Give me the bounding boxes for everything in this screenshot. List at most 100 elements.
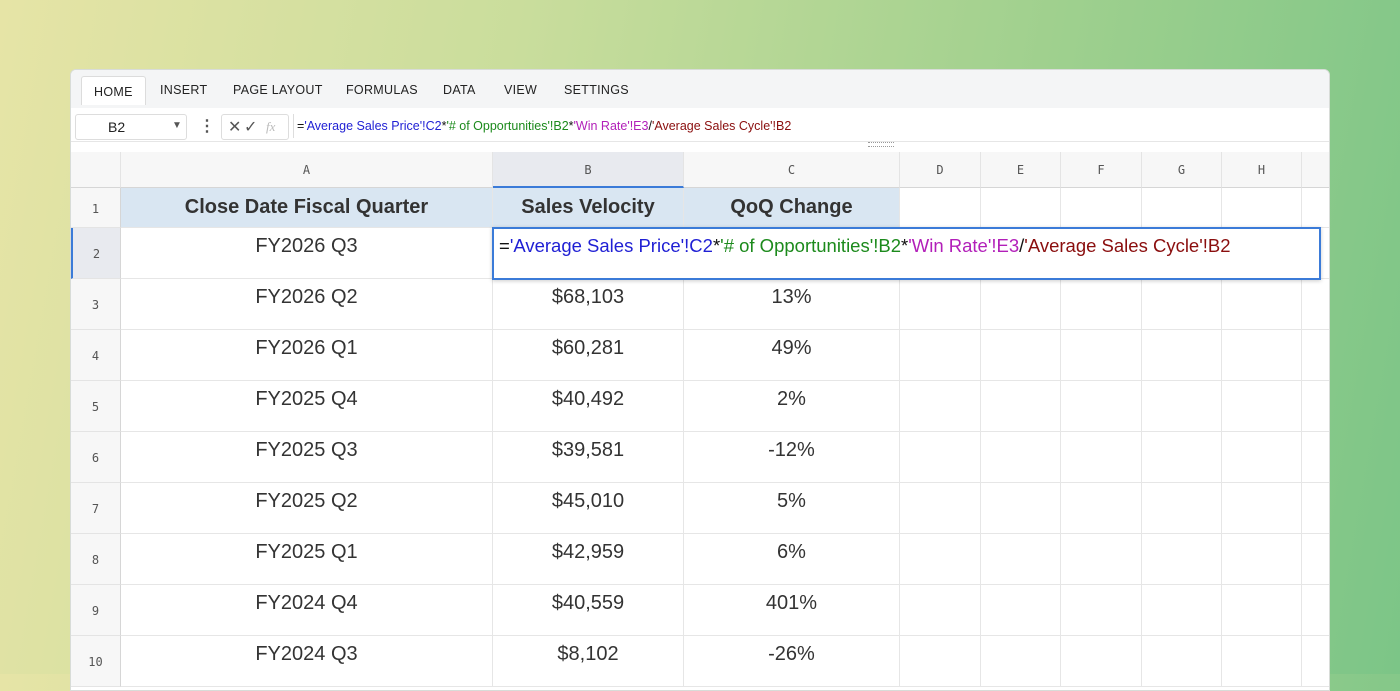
confirm-button[interactable]: ✓ bbox=[244, 119, 258, 136]
cell[interactable] bbox=[1142, 636, 1222, 687]
cell[interactable]: FY2025 Q4 bbox=[121, 381, 493, 432]
column-header[interactable]: A bbox=[121, 152, 493, 188]
cell[interactable]: $40,492 bbox=[493, 381, 684, 432]
cell[interactable] bbox=[981, 188, 1061, 228]
cell[interactable] bbox=[1222, 330, 1302, 381]
cell[interactable] bbox=[1142, 483, 1222, 534]
column-header[interactable]: D bbox=[900, 152, 981, 188]
more-menu[interactable]: ⋮ bbox=[199, 118, 215, 135]
cell[interactable] bbox=[981, 381, 1061, 432]
cell[interactable] bbox=[1222, 188, 1302, 228]
column-header[interactable]: H bbox=[1222, 152, 1302, 188]
ribbon-tab[interactable]: DATA bbox=[443, 83, 476, 97]
cell[interactable] bbox=[1302, 381, 1329, 432]
cell[interactable] bbox=[981, 279, 1061, 330]
cell[interactable] bbox=[1302, 330, 1329, 381]
cell[interactable] bbox=[1302, 585, 1329, 636]
row-header[interactable]: 9 bbox=[71, 585, 121, 636]
cell[interactable] bbox=[1142, 432, 1222, 483]
cell[interactable] bbox=[1302, 534, 1329, 585]
ribbon-tab[interactable]: FORMULAS bbox=[346, 83, 418, 97]
cell[interactable] bbox=[1222, 483, 1302, 534]
cell[interactable] bbox=[900, 432, 981, 483]
cell[interactable] bbox=[1222, 381, 1302, 432]
cell[interactable] bbox=[981, 534, 1061, 585]
cell[interactable] bbox=[1061, 432, 1142, 483]
cell[interactable]: FY2024 Q4 bbox=[121, 585, 493, 636]
cell[interactable] bbox=[900, 585, 981, 636]
row-header[interactable]: 6 bbox=[71, 432, 121, 483]
cell[interactable]: $39,581 bbox=[493, 432, 684, 483]
cell[interactable] bbox=[981, 330, 1061, 381]
row-header[interactable]: 1 bbox=[71, 188, 121, 228]
cell[interactable] bbox=[1061, 279, 1142, 330]
cell[interactable] bbox=[900, 636, 981, 687]
cell[interactable]: FY2026 Q2 bbox=[121, 279, 493, 330]
fx-icon[interactable]: fx bbox=[266, 119, 276, 134]
cell[interactable] bbox=[900, 279, 981, 330]
row-header[interactable]: 4 bbox=[71, 330, 121, 381]
cell[interactable] bbox=[1142, 534, 1222, 585]
cell[interactable] bbox=[1142, 188, 1222, 228]
header-cell[interactable]: Sales Velocity bbox=[493, 188, 684, 228]
cell[interactable] bbox=[1061, 188, 1142, 228]
cell[interactable] bbox=[900, 381, 981, 432]
cell[interactable] bbox=[1222, 279, 1302, 330]
cell[interactable]: 401% bbox=[684, 585, 900, 636]
header-cell[interactable]: Close Date Fiscal Quarter bbox=[121, 188, 493, 228]
cell[interactable] bbox=[1142, 585, 1222, 636]
cell[interactable] bbox=[1142, 279, 1222, 330]
cell[interactable]: FY2026 Q1 bbox=[121, 330, 493, 381]
ribbon-tab[interactable]: HOME bbox=[81, 76, 146, 105]
cancel-button[interactable]: ✕ bbox=[228, 119, 242, 136]
cell[interactable]: 49% bbox=[684, 330, 900, 381]
row-header[interactable]: 8 bbox=[71, 534, 121, 585]
cell[interactable]: $8,102 bbox=[493, 636, 684, 687]
cell[interactable]: $45,010 bbox=[493, 483, 684, 534]
cell[interactable]: 2% bbox=[684, 381, 900, 432]
row-header[interactable]: 7 bbox=[71, 483, 121, 534]
row-header[interactable]: 2 bbox=[71, 228, 121, 279]
ribbon-tab[interactable]: VIEW bbox=[504, 83, 538, 97]
cell[interactable] bbox=[1061, 381, 1142, 432]
formula-input[interactable]: ='Average Sales Price'!C2*'# of Opportun… bbox=[293, 114, 1327, 138]
cell[interactable]: FY2025 Q3 bbox=[121, 432, 493, 483]
cell[interactable] bbox=[1222, 432, 1302, 483]
cell[interactable] bbox=[981, 636, 1061, 687]
row-header[interactable]: 3 bbox=[71, 279, 121, 330]
cell[interactable] bbox=[1302, 483, 1329, 534]
cell[interactable]: $42,959 bbox=[493, 534, 684, 585]
cell[interactable] bbox=[1142, 330, 1222, 381]
column-header[interactable]: F bbox=[1061, 152, 1142, 188]
cell[interactable] bbox=[981, 432, 1061, 483]
cell[interactable]: FY2025 Q2 bbox=[121, 483, 493, 534]
column-header[interactable]: G bbox=[1142, 152, 1222, 188]
cell[interactable]: FY2025 Q1 bbox=[121, 534, 493, 585]
cell[interactable] bbox=[1061, 483, 1142, 534]
cell-editor[interactable]: ='Average Sales Price'!C2*'# of Opportun… bbox=[492, 227, 1321, 280]
cell[interactable]: FY2024 Q3 bbox=[121, 636, 493, 687]
ribbon-tab[interactable]: SETTINGS bbox=[564, 83, 629, 97]
cell[interactable]: -26% bbox=[684, 636, 900, 687]
cell[interactable] bbox=[1061, 330, 1142, 381]
cell[interactable] bbox=[1061, 636, 1142, 687]
cell[interactable] bbox=[1302, 279, 1329, 330]
name-box[interactable]: B2 ▼ bbox=[75, 114, 187, 140]
ribbon-tab[interactable]: PAGE LAYOUT bbox=[233, 83, 323, 97]
cell[interactable]: 5% bbox=[684, 483, 900, 534]
cell[interactable]: -12% bbox=[684, 432, 900, 483]
cell[interactable]: $68,103 bbox=[493, 279, 684, 330]
cell[interactable]: 13% bbox=[684, 279, 900, 330]
cell[interactable] bbox=[900, 330, 981, 381]
header-cell[interactable]: QoQ Change bbox=[684, 188, 900, 228]
cell[interactable] bbox=[900, 188, 981, 228]
ribbon-tab[interactable]: INSERT bbox=[160, 83, 208, 97]
cell[interactable] bbox=[1222, 636, 1302, 687]
cell[interactable] bbox=[1222, 534, 1302, 585]
column-header[interactable]: C bbox=[684, 152, 900, 188]
cell[interactable] bbox=[1302, 188, 1329, 228]
cell[interactable] bbox=[1302, 432, 1329, 483]
cell[interactable] bbox=[1222, 585, 1302, 636]
cell[interactable]: FY2026 Q3 bbox=[121, 228, 493, 279]
dropdown-arrow[interactable]: ▼ bbox=[172, 120, 182, 131]
